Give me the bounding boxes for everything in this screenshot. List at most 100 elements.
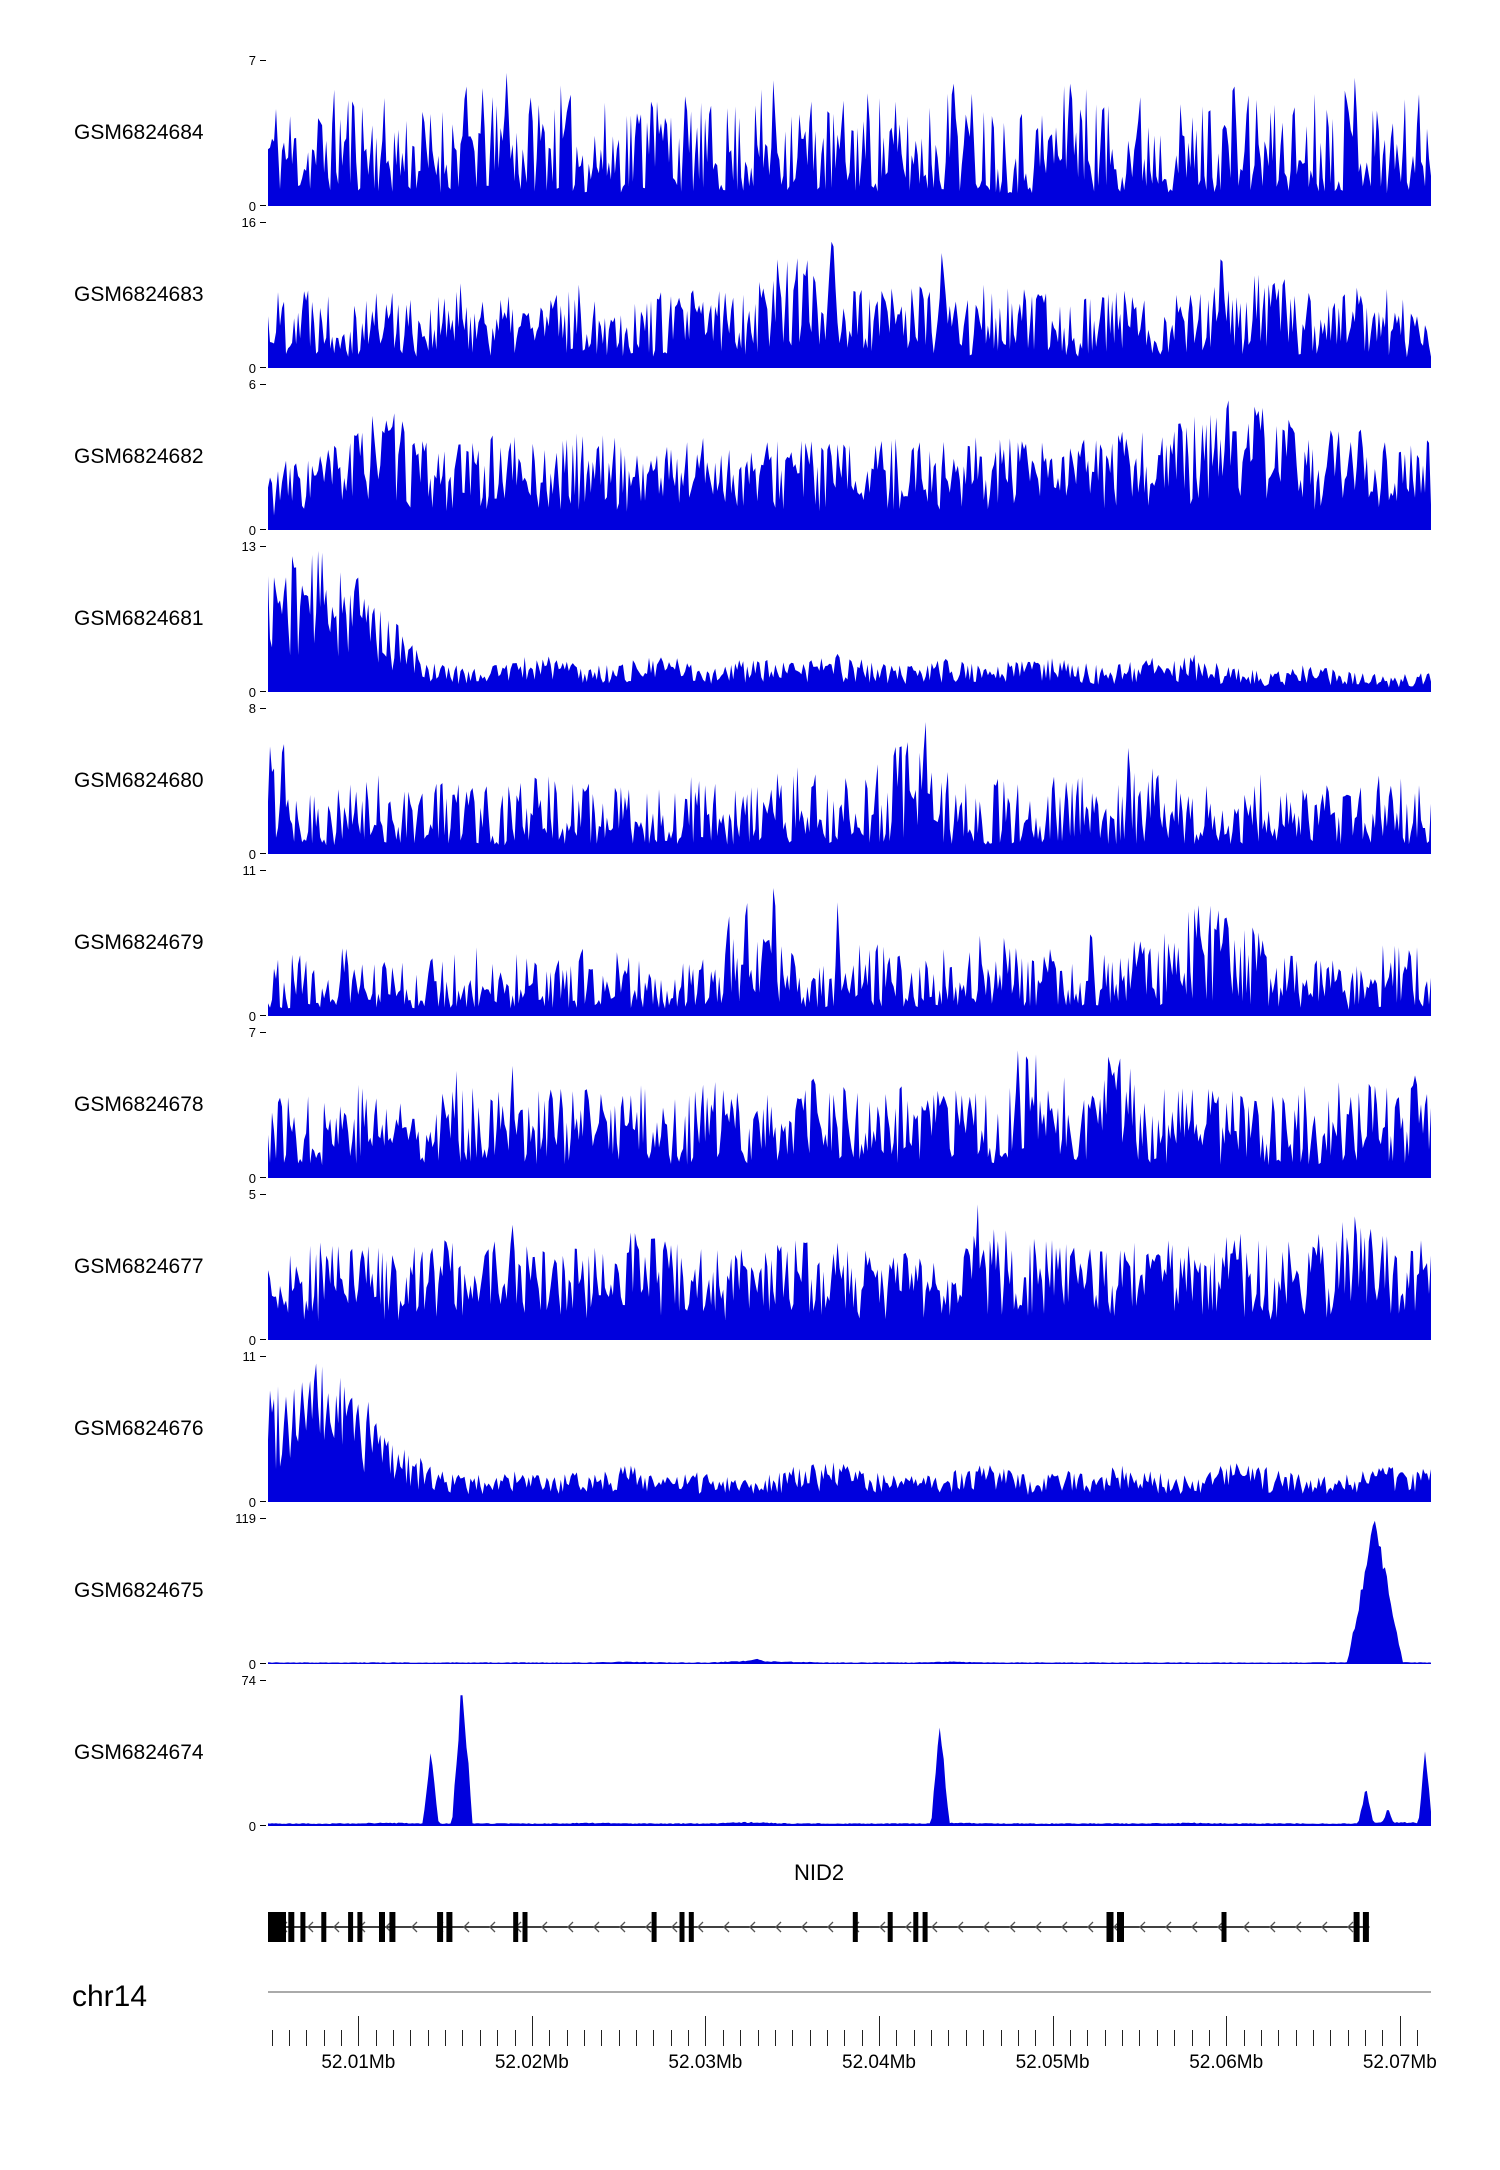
track-ymax-label: 5 <box>248 1187 256 1202</box>
axis-minor-tick <box>1069 2030 1071 2046</box>
strand-arrow-icon <box>723 1921 730 1933</box>
y-axis-tick <box>260 708 266 709</box>
axis-minor-tick <box>340 2030 342 2046</box>
axis-major-tick <box>531 2016 533 2046</box>
track-ybase-label: 0 <box>248 523 256 538</box>
track-label: GSM6824683 <box>74 283 204 306</box>
track-ybase-label: 0 <box>248 1819 256 1834</box>
track-label: GSM6824682 <box>74 445 204 468</box>
y-axis-tick <box>260 870 266 871</box>
exon-box <box>1362 1912 1369 1942</box>
strand-arrow-icon <box>385 1921 392 1933</box>
axis-minor-tick <box>375 2030 377 2046</box>
track-ymax-label: 8 <box>248 701 256 716</box>
coverage-area <box>268 722 1431 854</box>
axis-minor-tick <box>1365 2030 1366 2046</box>
coverage-area <box>268 241 1431 368</box>
y-axis-tick <box>260 367 266 368</box>
axis-minor-tick <box>514 2030 516 2046</box>
coverage-track-row: GSM6824683 16 0 <box>0 215 1500 376</box>
coverage-track-row: GSM6824678 7 0 <box>0 1025 1500 1186</box>
strand-arrow-icon <box>775 1921 782 1933</box>
axis-separator-line <box>268 1991 1431 1993</box>
axis-minor-tick <box>479 2030 481 2046</box>
axis-minor-tick <box>809 2030 811 2046</box>
track-label: GSM6824674 <box>74 1741 204 1764</box>
strand-arrow-icon <box>905 1921 912 1933</box>
axis-minor-tick <box>410 2030 412 2046</box>
axis-minor-tick <box>1156 2030 1158 2046</box>
exon-box <box>379 1912 385 1942</box>
axis-minor-tick <box>288 2030 290 2046</box>
track-label: GSM6824681 <box>74 607 204 630</box>
axis-minor-tick <box>566 2030 568 2046</box>
track-label: GSM6824680 <box>74 769 204 792</box>
track-ybase-label: 0 <box>248 199 256 214</box>
track-ymax-label: 7 <box>248 53 256 68</box>
axis-minor-tick <box>826 2030 828 2046</box>
exon-box <box>300 1912 306 1942</box>
track-ybase-label: 0 <box>248 1171 256 1186</box>
strand-arrow-icon <box>697 1921 704 1933</box>
exon-box <box>679 1912 685 1942</box>
y-axis-tick <box>260 1501 266 1502</box>
axis-minor-tick <box>462 2030 464 2046</box>
track-label: GSM6824684 <box>74 121 204 144</box>
axis-minor-tick <box>757 2030 759 2046</box>
strand-arrow-icon <box>801 1921 808 1933</box>
coverage-track-row: GSM6824684 7 0 <box>0 53 1500 214</box>
exon-box <box>1117 1912 1124 1942</box>
y-axis-tick <box>260 1339 266 1340</box>
axis-minor-tick <box>688 2030 690 2046</box>
y-axis-tick <box>260 205 266 206</box>
strand-arrow-icon <box>1139 1921 1146 1933</box>
strand-arrow-icon <box>1165 1921 1172 1933</box>
axis-major-tick <box>1399 2016 1401 2046</box>
coverage-track-row: GSM6824675 119 0 <box>0 1511 1500 1672</box>
axis-minor-tick <box>896 2030 898 2046</box>
y-axis-tick <box>260 60 266 61</box>
track-ybase-label: 0 <box>248 1009 256 1024</box>
axis-minor-tick <box>393 2030 394 2046</box>
axis-minor-tick <box>497 2030 499 2046</box>
axis-minor-tick <box>271 2030 273 2046</box>
axis-minor-tick <box>1035 2030 1037 2046</box>
strand-arrow-icon <box>645 1921 652 1933</box>
track-label: GSM6824678 <box>74 1093 204 1116</box>
track-ymax-label: 7 <box>248 1025 256 1040</box>
strand-arrow-icon <box>619 1921 626 1933</box>
exon-box <box>513 1912 519 1942</box>
exon-box <box>922 1912 928 1942</box>
exon-box <box>688 1912 694 1942</box>
track-ybase-label: 0 <box>248 685 256 700</box>
axis-tick-label: 52.05Mb <box>1015 2052 1090 2073</box>
axis-minor-tick <box>931 2030 933 2046</box>
axis-minor-tick <box>1417 2030 1419 2046</box>
axis-minor-tick <box>1330 2030 1332 2046</box>
strand-arrow-icon <box>1347 1921 1354 1933</box>
strand-arrow-icon <box>1191 1921 1198 1933</box>
strand-arrow-icon <box>1087 1921 1094 1933</box>
axis-minor-tick <box>1087 2030 1089 2046</box>
axis-minor-tick <box>844 2030 846 2046</box>
axis-tick-label: 52.02Mb <box>494 2052 569 2073</box>
strand-arrow-icon <box>567 1921 574 1933</box>
axis-minor-tick <box>740 2030 742 2046</box>
coverage-area <box>268 1204 1431 1340</box>
track-ybase-label: 0 <box>248 1333 256 1348</box>
axis-major-tick <box>1052 2016 1054 2046</box>
y-axis-tick <box>260 222 266 223</box>
y-axis-tick <box>260 546 266 547</box>
axis-minor-tick <box>549 2030 551 2046</box>
coverage-area <box>268 888 1431 1016</box>
exon-box <box>348 1912 354 1942</box>
y-axis-tick <box>260 529 266 530</box>
strand-arrow-icon <box>1295 1921 1302 1933</box>
axis-minor-tick <box>913 2030 915 2046</box>
axis-minor-tick <box>1260 2030 1262 2046</box>
coverage-area <box>268 1050 1431 1178</box>
axis-minor-tick <box>1191 2030 1193 2046</box>
exon-box <box>1106 1912 1114 1942</box>
track-label: GSM6824677 <box>74 1255 204 1278</box>
track-ymax-label: 6 <box>248 377 256 392</box>
